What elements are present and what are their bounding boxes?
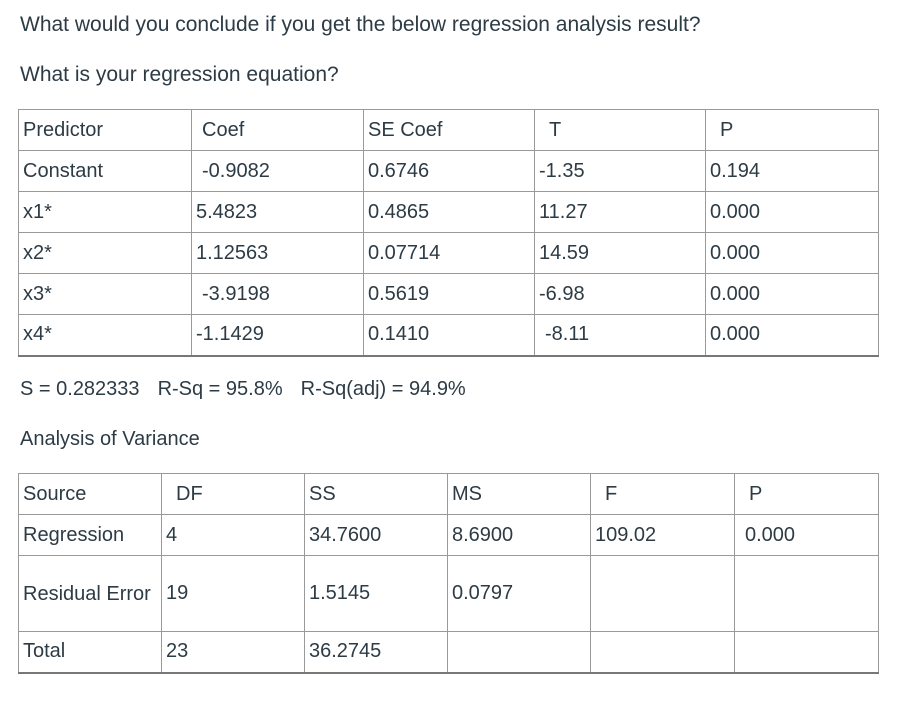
ms-cell: 8.6900 (447, 514, 591, 556)
p-cell: 0.000 (705, 273, 879, 315)
se-coef-cell: 0.5619 (363, 273, 535, 315)
coef-cell: -1.1429 (191, 314, 364, 357)
header-t: T (534, 109, 706, 151)
header-p: P (705, 109, 879, 151)
se-coef-cell: 0.1410 (363, 314, 535, 357)
r-sq-adj-value: R-Sq(adj) = 94.9% (300, 378, 466, 400)
source-cell: Total (18, 631, 162, 674)
table-row: x1* 5.4823 0.4865 11.27 0.000 (18, 191, 879, 233)
p-cell: 0.000 (705, 314, 879, 357)
anova-header-row: Source DF SS MS F P (18, 473, 879, 515)
coef-cell: 1.12563 (191, 232, 364, 274)
header-predictor: Predictor (18, 109, 192, 151)
coef-cell: 5.4823 (191, 191, 364, 233)
coef-cell: -0.9082 (191, 150, 364, 192)
se-coef-cell: 0.07714 (363, 232, 535, 274)
header-p: P (734, 473, 879, 515)
df-cell: 4 (161, 514, 305, 556)
question-line-1: What would you conclude if you get the b… (20, 13, 701, 36)
table-row: Constant -0.9082 0.6746 -1.35 0.194 (18, 150, 879, 192)
question-line-2: What is your regression equation? (20, 63, 339, 86)
df-cell: 23 (161, 631, 305, 674)
ms-cell (447, 631, 591, 674)
header-coef: Coef (191, 109, 364, 151)
source-cell: Residual Error (18, 555, 162, 632)
predictor-cell: Constant (18, 150, 192, 192)
ms-cell: 0.0797 (447, 555, 591, 632)
f-cell (590, 631, 735, 674)
anova-title: Analysis of Variance (20, 428, 200, 450)
t-cell: -1.35 (534, 150, 706, 192)
p-cell: 0.194 (705, 150, 879, 192)
coefficient-header-row: Predictor Coef SE Coef T P (18, 109, 879, 151)
ss-cell: 1.5145 (304, 555, 448, 632)
p-cell: 0.000 (734, 514, 879, 556)
p-cell (734, 555, 879, 632)
se-coef-cell: 0.6746 (363, 150, 535, 192)
r-sq-value: R-Sq = 95.8% (157, 378, 283, 400)
t-cell: 11.27 (534, 191, 706, 233)
header-f: F (590, 473, 735, 515)
table-row: Total 23 36.2745 (18, 631, 879, 674)
f-cell (590, 555, 735, 632)
predictor-cell: x3* (18, 273, 192, 315)
t-cell: -6.98 (534, 273, 706, 315)
table-row: x3* -3.9198 0.5619 -6.98 0.000 (18, 273, 879, 315)
p-cell: 0.000 (705, 232, 879, 274)
f-cell: 109.02 (590, 514, 735, 556)
t-cell: -8.11 (534, 314, 706, 357)
header-se-coef: SE Coef (363, 109, 535, 151)
model-summary: S = 0.282333 R-Sq = 95.8% R-Sq(adj) = 94.9… (20, 375, 466, 403)
source-cell: Regression (18, 514, 162, 556)
table-row: Regression 4 34.7600 8.6900 109.02 0.000 (18, 514, 879, 556)
p-cell: 0.000 (705, 191, 879, 233)
header-ss: SS (304, 473, 448, 515)
coefficient-table: Predictor Coef SE Coef T P Constant -0.9… (18, 109, 879, 357)
coef-cell: -3.9198 (191, 273, 364, 315)
predictor-cell: x1* (18, 191, 192, 233)
t-cell: 14.59 (534, 232, 706, 274)
header-ms: MS (447, 473, 591, 515)
se-coef-cell: 0.4865 (363, 191, 535, 233)
table-row: x4* -1.1429 0.1410 -8.11 0.000 (18, 314, 879, 357)
ss-cell: 34.7600 (304, 514, 448, 556)
predictor-cell: x2* (18, 232, 192, 274)
anova-table: Source DF SS MS F P Regression 4 34.7600… (18, 473, 879, 674)
ss-cell: 36.2745 (304, 631, 448, 674)
predictor-cell: x4* (18, 314, 192, 357)
p-cell (734, 631, 879, 674)
header-source: Source (18, 473, 162, 515)
s-value: S = 0.282333 (20, 378, 140, 400)
df-cell: 19 (161, 555, 305, 632)
table-row: Residual Error 19 1.5145 0.0797 (18, 555, 879, 632)
header-df: DF (161, 473, 305, 515)
table-row: x2* 1.12563 0.07714 14.59 0.000 (18, 232, 879, 274)
